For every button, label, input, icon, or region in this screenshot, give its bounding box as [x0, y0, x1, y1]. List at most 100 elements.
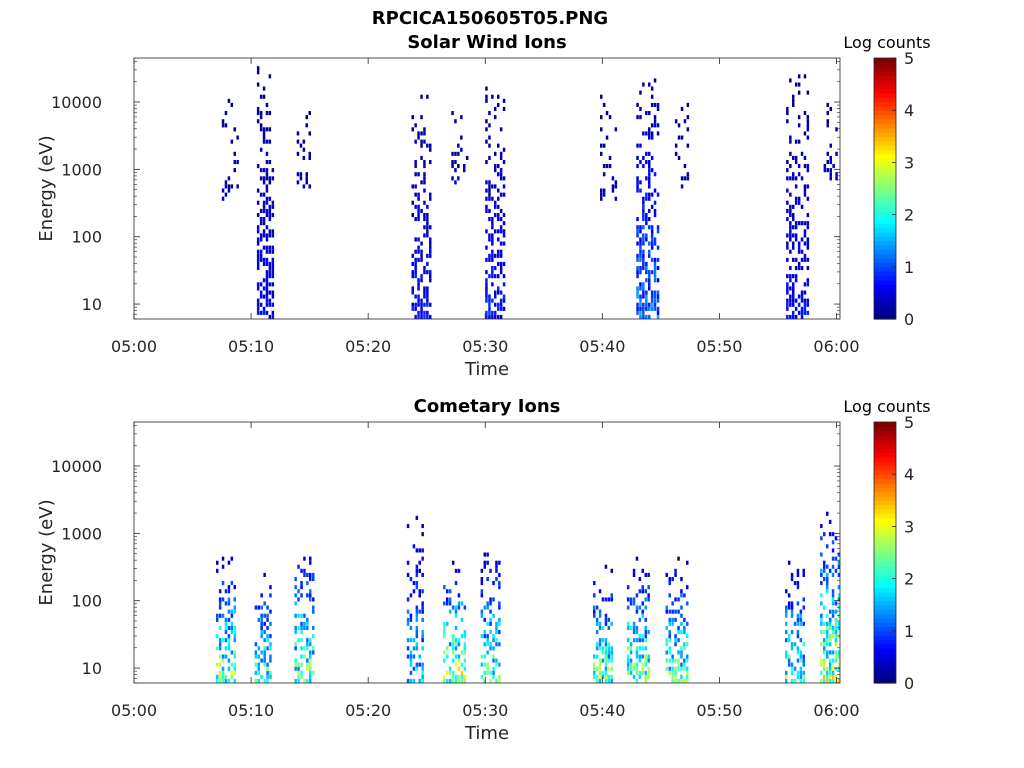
data-cell: [312, 605, 315, 610]
data-cell: [426, 310, 429, 315]
data-cell: [257, 654, 260, 659]
data-cell: [460, 674, 464, 679]
data-cell: [420, 278, 423, 283]
data-cell: [489, 646, 492, 651]
data-cell: [294, 658, 297, 663]
data-cell: [463, 646, 467, 651]
data-cell: [626, 638, 630, 643]
data-cell: [262, 257, 266, 262]
data-cell: [645, 151, 648, 156]
data-cell: [686, 654, 689, 659]
data-cell: [639, 310, 642, 315]
data-cell: [792, 302, 795, 307]
data-cell: [233, 634, 236, 639]
data-cell: [632, 662, 636, 667]
data-cell: [593, 593, 596, 598]
data-cell: [653, 102, 657, 107]
data-cell: [680, 662, 683, 667]
data-cell: [598, 625, 602, 630]
data-cell: [457, 593, 461, 598]
data-cell: [797, 221, 801, 226]
data-cell: [786, 200, 789, 205]
data-cell: [653, 237, 657, 242]
data-cell: [488, 310, 491, 315]
data-cell: [483, 642, 486, 647]
data-cell: [656, 225, 660, 230]
data-cell: [233, 127, 236, 132]
colorbar-step: [874, 105, 896, 111]
data-cell: [626, 646, 630, 651]
data-cell: [626, 597, 630, 602]
data-cell: [806, 241, 810, 246]
data-cell: [451, 160, 454, 165]
data-cell: [610, 597, 613, 602]
data-cell: [800, 151, 804, 156]
data-cell: [457, 638, 461, 643]
data-cell: [790, 609, 794, 614]
data-cell: [486, 634, 489, 639]
data-cell: [635, 650, 639, 655]
data-cell: [638, 589, 642, 594]
data-cell: [802, 670, 805, 675]
data-cell: [802, 658, 805, 663]
data-cell: [638, 646, 642, 651]
data-cell: [614, 127, 618, 132]
data-cell: [648, 168, 651, 173]
data-cell: [421, 646, 424, 651]
data-cell: [309, 662, 312, 667]
data-cell: [644, 589, 647, 594]
data-cell: [421, 609, 424, 614]
data-cell: [593, 609, 596, 614]
data-cell: [409, 658, 413, 663]
data-cell: [656, 266, 660, 271]
data-cell: [426, 270, 429, 275]
data-cell: [497, 172, 500, 177]
data-cell: [644, 605, 647, 610]
data-cell: [224, 111, 228, 116]
data-cell: [653, 270, 657, 275]
data-cell: [650, 155, 654, 160]
data-cell: [800, 306, 804, 311]
colorbar-tick-label: 0: [904, 310, 914, 329]
data-cell: [495, 658, 498, 663]
data-cell: [494, 314, 497, 319]
data-cell: [271, 290, 275, 295]
data-cell: [642, 249, 645, 254]
colorbar-step: [874, 661, 896, 667]
data-cell: [299, 172, 303, 177]
data-cell: [831, 540, 835, 545]
spectrogram: [216, 511, 841, 683]
data-cell: [636, 253, 639, 258]
colorbar-step: [874, 118, 896, 124]
data-cell: [607, 678, 611, 683]
data-cell: [446, 646, 449, 651]
data-cell: [451, 678, 455, 683]
data-cell: [309, 658, 312, 663]
data-cell: [797, 200, 801, 205]
data-cell: [834, 609, 838, 614]
data-cell: [639, 253, 642, 258]
data-cell: [668, 670, 671, 675]
data-cell: [303, 625, 306, 630]
data-cell: [409, 650, 413, 655]
data-cell: [671, 654, 674, 659]
x-tick-label: 05:40: [579, 337, 625, 356]
data-cell: [629, 601, 633, 606]
colorbar-step: [874, 201, 896, 207]
data-cell: [648, 160, 651, 165]
data-cell: [451, 650, 455, 655]
data-cell: [680, 589, 683, 594]
data-cell: [797, 241, 801, 246]
data-cell: [629, 597, 633, 602]
data-cell: [636, 164, 639, 169]
data-cell: [494, 253, 497, 258]
data-cell: [308, 111, 311, 116]
data-cell: [837, 662, 841, 667]
data-cell: [802, 662, 805, 667]
data-cell: [418, 548, 421, 553]
data-cell: [607, 658, 611, 663]
data-cell: [417, 310, 420, 315]
colorbar-step: [874, 249, 896, 255]
x-tick-label: 05:20: [345, 337, 391, 356]
data-cell: [595, 621, 599, 626]
